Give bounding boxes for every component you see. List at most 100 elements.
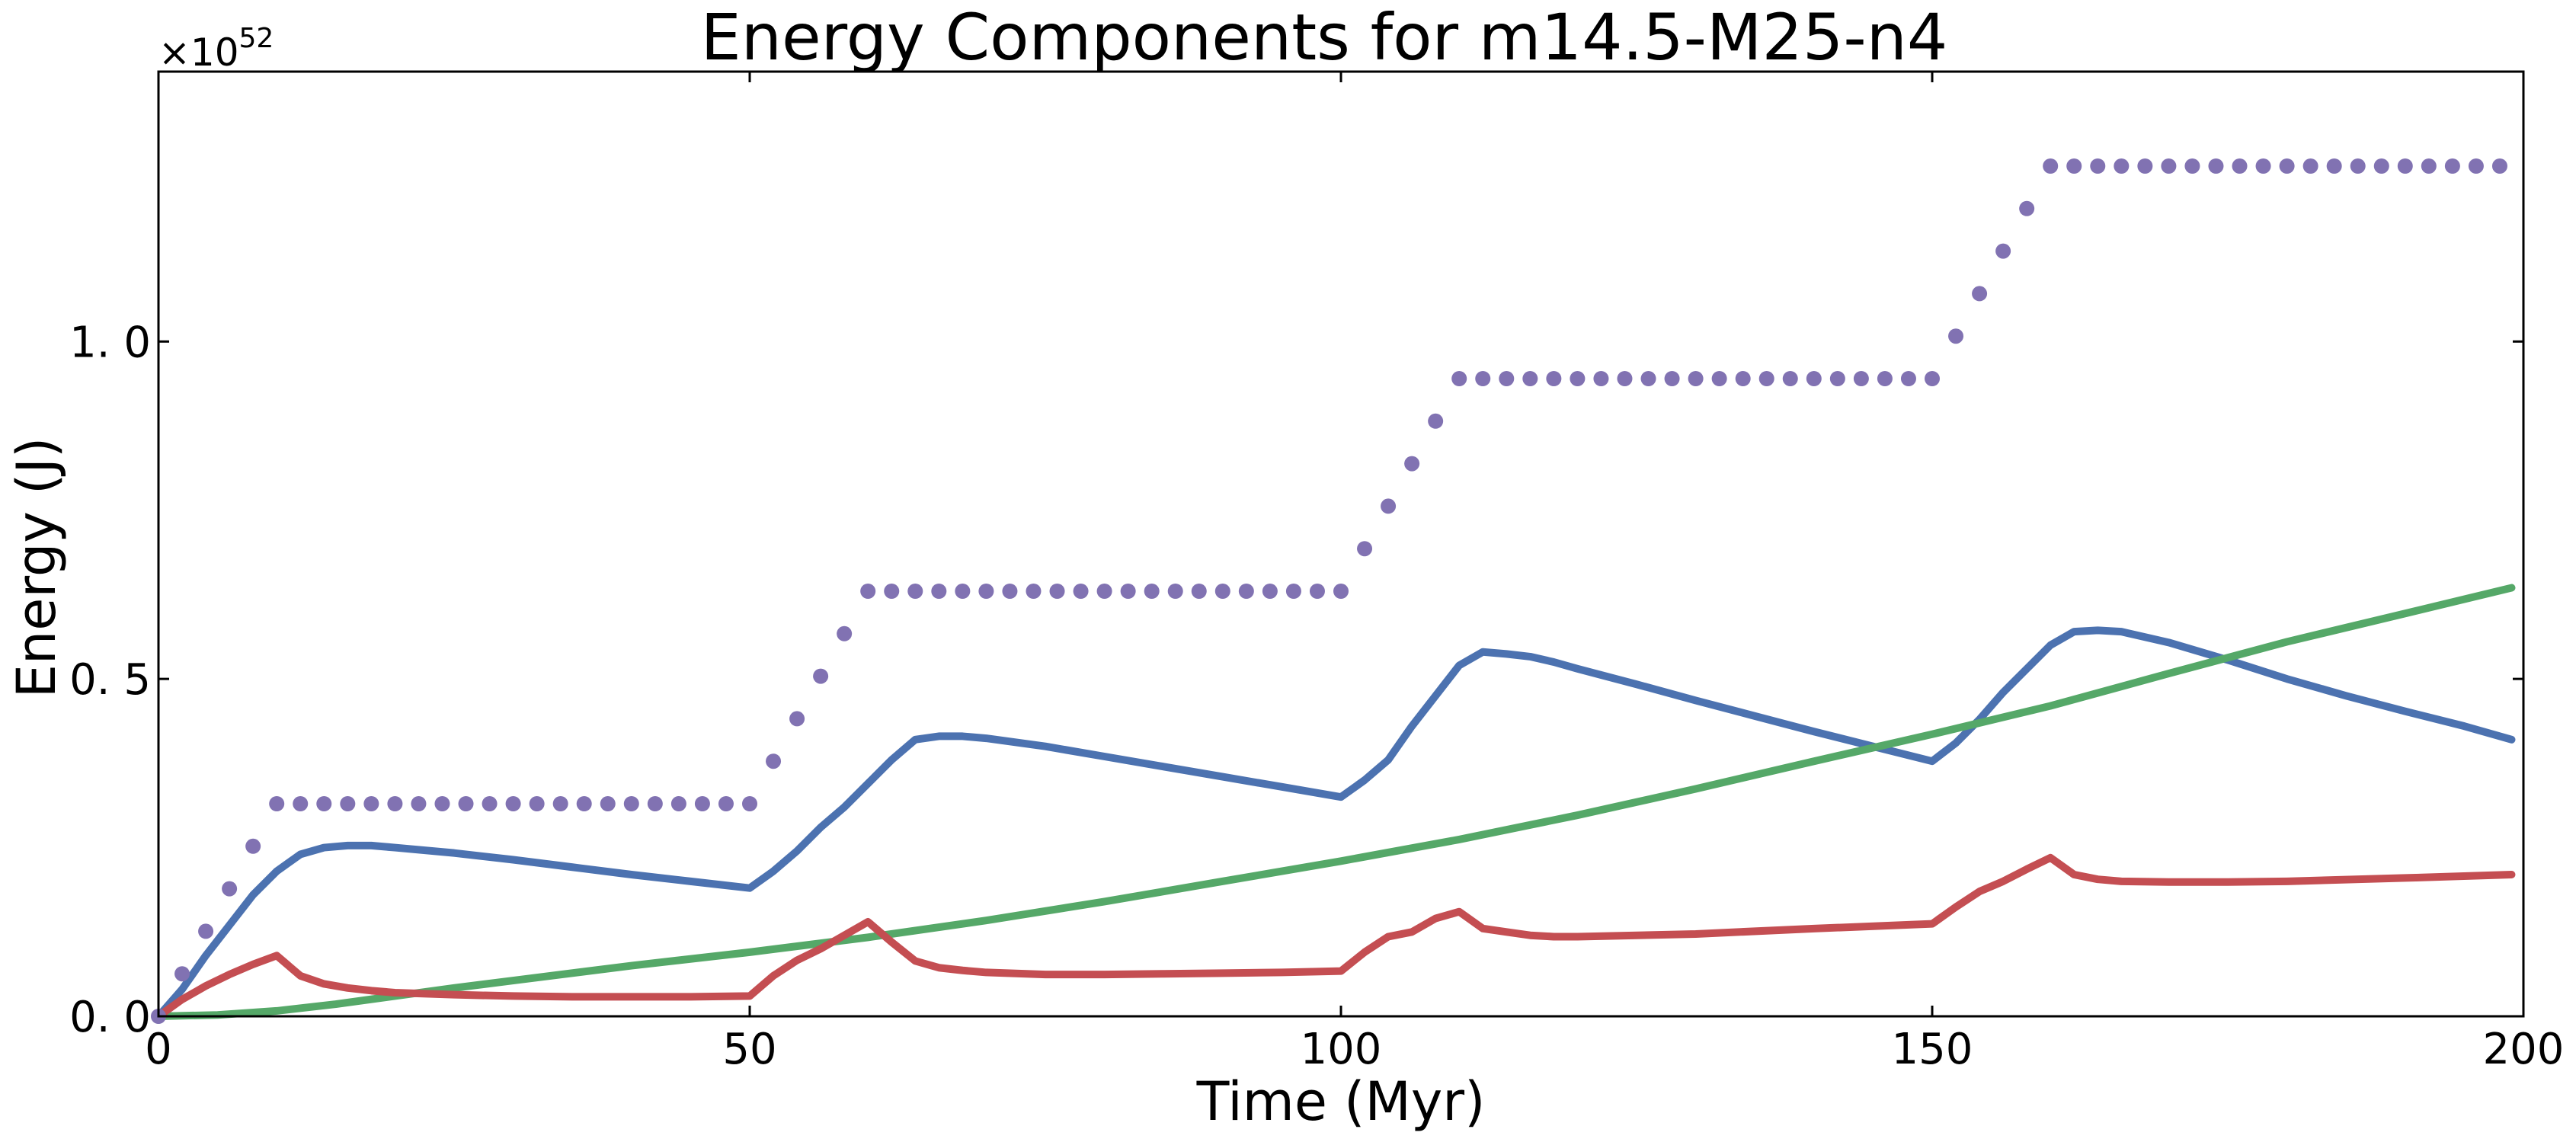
series-3-point [2491,158,2507,174]
chart-title: Energy Components for m14.5-M25-n4 [701,0,1948,75]
series-3-point [245,838,261,854]
series-3-point [1570,371,1586,386]
series-3-point [1049,584,1065,599]
series-3-point [1404,456,1420,472]
series-3-point [2208,158,2224,174]
series-3-point [1640,371,1656,386]
series-3-point [2302,158,2318,174]
series-3-point [2161,158,2177,174]
series-3-points [151,158,2507,1024]
series-3-point [1309,584,1325,599]
series-3-point [340,796,356,811]
series-3-point [1853,371,1869,386]
series-3-point [1925,371,1940,386]
series-3-point [1782,371,1798,386]
series-3-point [1735,371,1751,386]
series-3-point [1664,371,1680,386]
series-3-point [2468,158,2484,174]
series-3-point [1995,243,2011,259]
series-3-point [1357,541,1373,557]
series-3-point [1711,371,1727,386]
series-3-point [978,584,994,599]
series-3-point [2114,158,2130,174]
series-3-point [1238,584,1254,599]
x-axis-label: Time (Myr) [1196,1070,1486,1133]
x-tick-label: 100 [1301,1025,1382,1074]
series-3-point [2350,158,2366,174]
series-3-point [955,584,971,599]
y-axis-label: Energy (J) [5,437,68,699]
series-3-point [884,584,900,599]
series-3-point [1688,371,1704,386]
series-3-point [1285,584,1301,599]
y-multiplier-exponent: 52 [239,23,274,54]
series-3-point [411,796,427,811]
series-3-point [387,796,403,811]
series-3-point [600,796,616,811]
series-3-point [1262,584,1278,599]
series-3-point [1972,286,1988,302]
series-3-point [222,881,238,897]
series-0-line [155,626,2516,1020]
series-3-point [174,966,190,982]
series-layer [151,158,2516,1024]
series-3-point [1948,328,1964,344]
series-3-point [1499,371,1515,386]
series-3-point [1002,584,1018,599]
series-3-point [1191,584,1207,599]
series-3-point [1451,371,1467,386]
series-3-point [1026,584,1042,599]
series-3-point [718,796,734,811]
series-3-point [198,923,214,939]
series-3-point [860,584,876,599]
series-3-point [2137,158,2153,174]
series-3-point [316,796,332,811]
series-3-point [1428,413,1444,429]
x-tick-label: 200 [2483,1025,2565,1074]
series-3-point [2279,158,2295,174]
series-3-point [2184,158,2200,174]
series-3-point [931,584,947,599]
series-3-point [766,753,782,769]
series-3-point [529,796,545,811]
series-3-point [1522,371,1538,386]
series-3-point [1073,584,1089,599]
series-3-point [434,796,450,811]
series-3-point [2232,158,2248,174]
x-tick-label: 50 [722,1025,776,1074]
series-3-point [2326,158,2342,174]
series-3-point [2255,158,2271,174]
series-2-line [155,853,2516,1020]
series-3-point [907,584,923,599]
series-3-point [1167,584,1183,599]
series-3-point [2066,158,2082,174]
x-tick-label: 150 [1892,1025,1973,1074]
series-3-point [1381,498,1397,514]
series-3-point [1546,371,1562,386]
plot-frame [157,70,2525,1018]
y-tick-label: 0. 5 [69,655,151,705]
series-3-point [1214,584,1230,599]
series-3-point [1475,371,1491,386]
ticks-layer: 0 50 100 150 200 0. 0 0. 5 1. 0 [69,72,2564,1074]
series-3-point [505,796,521,811]
y-multiplier-base: ×10 [158,30,239,75]
series-3-point [2444,158,2460,174]
x-tick-label: 0 [145,1025,172,1074]
series-3-point [789,711,805,727]
series-3-point [293,796,309,811]
series-3-point [1617,371,1633,386]
series-3-point [1829,371,1845,386]
series-3-point [837,625,853,641]
series-3-point [552,796,568,811]
series-3-point [2421,158,2437,174]
series-3-point [269,796,285,811]
series-3-point [1806,371,1822,386]
series-3-point [1593,371,1609,386]
series-3-point [2373,158,2389,174]
series-3-point [576,796,592,811]
series-3-point [1144,584,1160,599]
series-3-point [2090,158,2106,174]
series-3-point [670,796,686,811]
